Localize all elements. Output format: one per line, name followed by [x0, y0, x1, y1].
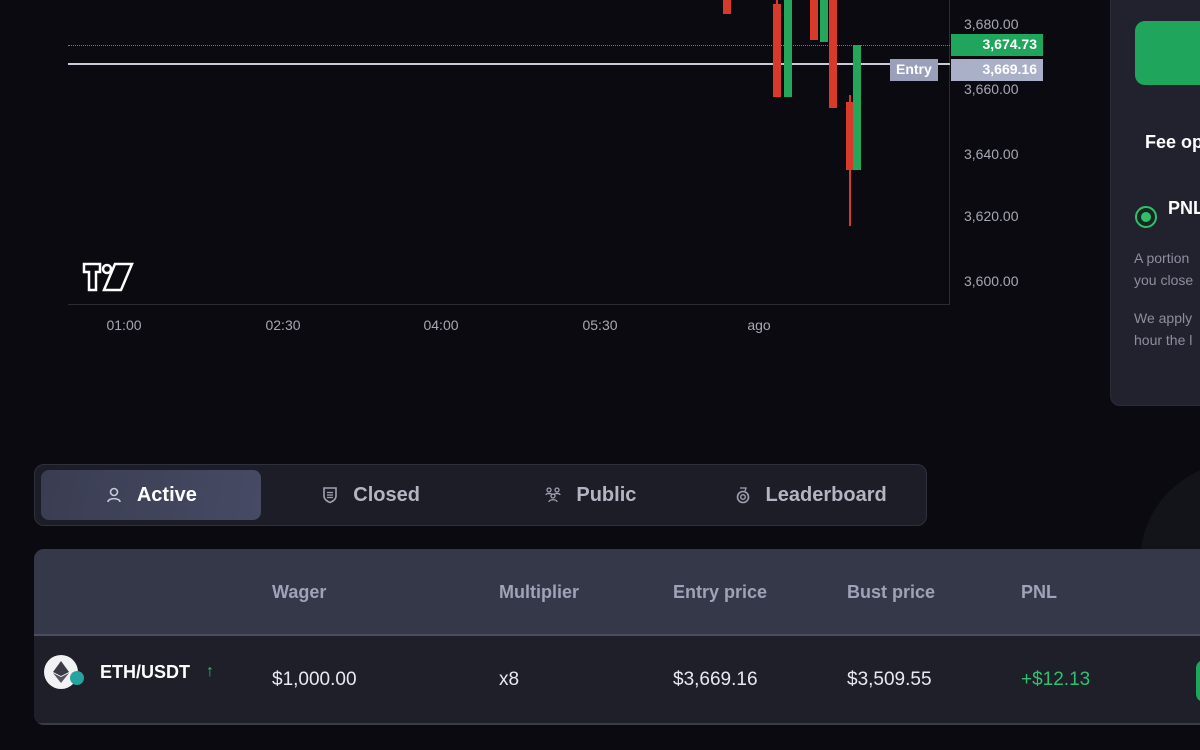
tab-label: Active	[136, 483, 197, 506]
time-tick: 04:00	[423, 317, 459, 333]
close-bet-button[interactable]	[1196, 660, 1200, 702]
entry-price-line	[68, 63, 950, 65]
order-side-panel: Fee op PNL A portion you close We apply …	[1110, 0, 1200, 406]
fee-description: hour the l	[1134, 332, 1193, 348]
usdt-coin-icon	[70, 671, 84, 685]
fee-description: A portion	[1134, 250, 1190, 266]
column-header-entry-price: Entry price	[673, 582, 768, 602]
fee-options-heading: Fee op	[1145, 132, 1200, 152]
column-header-multiplier: Multiplier	[499, 582, 579, 602]
tradingview-logo-icon	[82, 262, 134, 292]
price-tick: 3,600.00	[964, 273, 1019, 289]
table-header: Wager Multiplier Entry price Bust price …	[34, 549, 1200, 636]
column-header-pnl: PNL	[1021, 582, 1057, 602]
tab-leaderboard[interactable]: Leaderboard	[700, 470, 920, 520]
tab-active[interactable]: Active	[41, 470, 261, 520]
price-tick: 3,620.00	[964, 208, 1019, 224]
candle-body	[820, 0, 828, 42]
candle-body	[773, 4, 781, 97]
time-tick: 01:00	[106, 317, 142, 333]
tab-closed[interactable]: Closed	[261, 470, 481, 520]
column-header-bust-price: Bust price	[847, 582, 936, 602]
pnl-fee-radio-label: PNL	[1168, 198, 1200, 218]
time-tick: 05:30	[582, 317, 618, 333]
chart-plot-area[interactable]	[68, 0, 950, 305]
fee-description: you close	[1134, 272, 1194, 288]
candle-body	[846, 102, 854, 170]
bets-tab-bar: Active Closed Public Leaderboard	[34, 464, 927, 526]
price-tick: 3,660.00	[964, 81, 1019, 97]
current-price-line	[68, 45, 950, 46]
column-header-wager: Wager	[272, 582, 327, 602]
pair-cell: ETH/USDT ↑	[44, 655, 214, 689]
arrow-up-icon: ↑	[206, 663, 214, 680]
eth-coin-icon	[44, 655, 84, 689]
tab-public[interactable]: Public	[481, 470, 701, 520]
current-price-badge: 3,674.73	[951, 34, 1043, 56]
candle-body	[810, 0, 818, 40]
price-axis: 3,680.00 3,660.00 3,640.00 3,620.00 3,60…	[952, 0, 1052, 305]
price-chart[interactable]: 3,680.00 3,660.00 3,640.00 3,620.00 3,60…	[0, 0, 1060, 345]
time-tick: ago	[747, 317, 771, 333]
wager-cell: $1,000.00	[272, 669, 357, 690]
shield-icon	[323, 487, 338, 504]
price-tick: 3,680.00	[964, 16, 1019, 32]
table-row[interactable]: ETH/USDT ↑ $1,000.00 x8 $3,669.16 $3,509…	[34, 638, 1200, 725]
user-icon	[107, 487, 121, 503]
candle-body	[784, 0, 792, 97]
tab-label: Closed	[353, 483, 420, 506]
tab-label: Leaderboard	[765, 483, 887, 506]
tab-label: Public	[576, 483, 637, 506]
time-axis: 01:00 02:30 04:00 05:30 ago	[68, 310, 950, 340]
entry-label-badge: Entry	[890, 59, 938, 81]
users-icon	[545, 487, 562, 503]
pnl-fee-radio[interactable]	[1135, 206, 1157, 228]
entry-price-cell: $3,669.16	[673, 669, 758, 690]
fee-description: We apply	[1134, 310, 1193, 326]
entry-price-badge: 3,669.16	[951, 59, 1043, 81]
pnl-cell: +$12.13	[1021, 669, 1091, 690]
pair-name: ETH/USDT	[100, 661, 190, 682]
bust-price-cell: $3,509.55	[847, 669, 932, 690]
medal-icon	[736, 487, 749, 504]
place-bet-button[interactable]	[1135, 21, 1200, 85]
time-tick: 02:30	[265, 317, 301, 333]
candle-body	[723, 0, 731, 14]
price-tick: 3,640.00	[964, 146, 1019, 162]
multiplier-cell: x8	[499, 669, 520, 690]
candle-body	[829, 0, 837, 108]
candle-body	[853, 45, 861, 170]
active-bets-table: Wager Multiplier Entry price Bust price …	[34, 549, 1200, 725]
